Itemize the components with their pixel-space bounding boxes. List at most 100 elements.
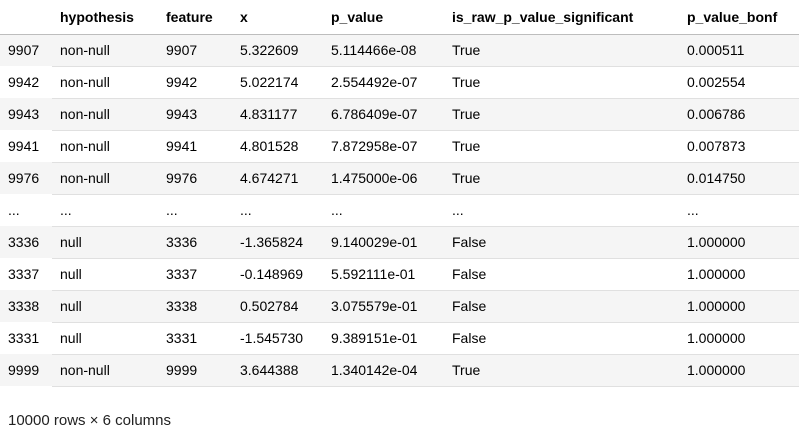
table-row: 3331 null 3331 -1.545730 9.389151e-01 False 1.…: [0, 322, 799, 355]
table-cell: True: [444, 130, 679, 163]
table-cell: null: [52, 322, 158, 355]
column-header: hypothesis: [52, 0, 158, 35]
row-index: 3337: [8, 266, 40, 282]
dataframe-shape-label: 10000 rows × 6 columns: [8, 412, 172, 429]
table-row: 9907 non-null 9907 5.322609 5.114466e-08 True…: [0, 34, 799, 67]
table-cell: 0.000511: [679, 34, 799, 67]
table-cell: -1.545730: [232, 322, 323, 355]
row-index: ...: [8, 202, 20, 218]
table-body: 9907 non-null 9907 5.322609 5.114466e-08 True…: [0, 34, 799, 387]
table-cell: non-null: [52, 354, 158, 387]
table-cell: 1.000000: [679, 258, 799, 291]
table-cell: 1.475000e-06: [323, 162, 444, 195]
table-cell: 9907: [158, 34, 232, 67]
table-cell: 9.140029e-01: [323, 226, 444, 259]
table-cell: 0.002554: [679, 66, 799, 99]
table-row: 9943 non-null 9943 4.831177 6.786409e-07 True…: [0, 98, 799, 131]
table-cell: 3337: [158, 258, 232, 291]
column-header: feature: [158, 0, 232, 35]
table-cell: ...: [232, 194, 323, 227]
table-cell: 0.006786: [679, 98, 799, 131]
table-row: 3337 null 3337 -0.148969 5.592111e-01 False 1.…: [0, 258, 799, 291]
table-cell: -0.148969: [232, 258, 323, 291]
column-header: is_raw_p_value_significant: [444, 0, 679, 35]
column-header: x: [232, 0, 323, 35]
table-cell: -1.365824: [232, 226, 323, 259]
header-row: hypothesis feature x p_value is_raw_p_value_…: [0, 0, 799, 35]
table-cell: ...: [444, 194, 679, 227]
table-cell: False: [444, 226, 679, 259]
table-cell: 4.674271: [232, 162, 323, 195]
table-cell: 3338: [158, 290, 232, 323]
row-index: 9999: [8, 362, 40, 378]
row-index: 3336: [8, 234, 40, 250]
row-index: 3338: [8, 298, 40, 314]
table-cell: 1.000000: [679, 322, 799, 355]
table-cell: 1.000000: [679, 226, 799, 259]
table-cell: non-null: [52, 98, 158, 131]
table-cell: True: [444, 162, 679, 195]
table-cell: ...: [158, 194, 232, 227]
table-cell: True: [444, 98, 679, 131]
table-cell: 4.801528: [232, 130, 323, 163]
table-row: 9942 non-null 9942 5.022174 2.554492e-07 True…: [0, 66, 799, 99]
table-cell: 9976: [158, 162, 232, 195]
table-cell: ...: [679, 194, 799, 227]
table-cell: 1.340142e-04: [323, 354, 444, 387]
table-cell: null: [52, 226, 158, 259]
table-cell: False: [444, 290, 679, 323]
table-cell: 5.022174: [232, 66, 323, 99]
index-header: [0, 0, 52, 35]
table-cell: non-null: [52, 130, 158, 163]
row-index: 9907: [8, 42, 40, 59]
table-cell: 9942: [158, 66, 232, 99]
table-cell: 4.831177: [232, 98, 323, 131]
table-cell: True: [444, 354, 679, 387]
table-cell: 3.075579e-01: [323, 290, 444, 323]
table-cell: 6.786409e-07: [323, 98, 444, 131]
column-header: p_value_bonf: [679, 0, 799, 35]
table-cell: 9999: [158, 354, 232, 387]
table-cell: 0.014750: [679, 162, 799, 195]
table-cell: 1.000000: [679, 354, 799, 387]
table-cell: 9941: [158, 130, 232, 163]
table-cell: 9943: [158, 98, 232, 131]
column-header: p_value: [323, 0, 444, 35]
table-cell: 5.592111e-01: [323, 258, 444, 291]
table-cell: 3.644388: [232, 354, 323, 387]
table-cell: 5.322609: [232, 34, 323, 67]
row-index: 3331: [8, 330, 40, 346]
table-cell: non-null: [52, 66, 158, 99]
table-cell: 7.872958e-07: [323, 130, 444, 163]
table-row: 3338 null 3338 0.502784 3.075579e-01 False 1.0…: [0, 290, 799, 323]
row-index: 9976: [8, 170, 40, 186]
table-cell: 2.554492e-07: [323, 66, 444, 99]
table-cell: non-null: [52, 34, 158, 67]
table-cell: True: [444, 66, 679, 99]
table-cell: True: [444, 34, 679, 67]
table-row: 3336 null 3336 -1.365824 9.140029e-01 False 1.…: [0, 226, 799, 259]
table-cell: 3331: [158, 322, 232, 355]
dataframe-table: hypothesis feature x p_value is_raw_p_value_…: [0, 0, 799, 387]
table-cell: ...: [52, 194, 158, 227]
table-row: 9941 non-null 9941 4.801528 7.872958e-07 True…: [0, 130, 799, 163]
table-cell: null: [52, 258, 158, 291]
table-cell: 9.389151e-01: [323, 322, 444, 355]
table-cell: 1.000000: [679, 290, 799, 323]
table-row: 9976 non-null 9976 4.674271 1.475000e-06 True…: [0, 162, 799, 195]
table-cell: 5.114466e-08: [323, 34, 444, 67]
row-index: 9942: [8, 74, 40, 90]
table-cell: null: [52, 290, 158, 323]
table-row: .....................: [0, 194, 799, 227]
table-cell: ...: [323, 194, 444, 227]
row-index: 9941: [8, 138, 40, 154]
row-index: 9943: [8, 106, 40, 122]
table-cell: 0.007873: [679, 130, 799, 163]
table-cell: non-null: [52, 162, 158, 195]
table-cell: False: [444, 322, 679, 355]
table-cell: 0.502784: [232, 290, 323, 323]
table-cell: 3336: [158, 226, 232, 259]
table-cell: False: [444, 258, 679, 291]
table-row: 9999 non-null 9999 3.644388 1.340142e-04 True…: [0, 354, 799, 387]
